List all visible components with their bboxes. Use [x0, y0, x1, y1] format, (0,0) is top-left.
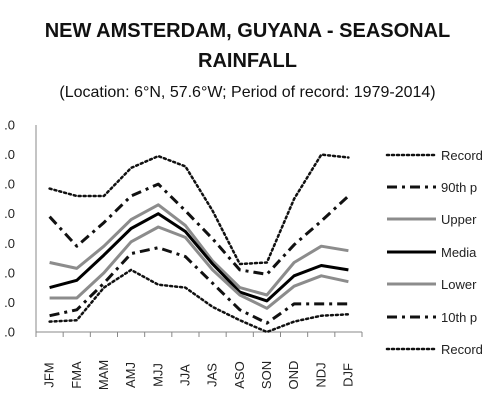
x-tick-label: AMJ — [123, 362, 138, 388]
x-tick-labels: JFM FMA MAM AMJ MJJ JJA JAS ASO SON OND NDJ DJF — [35, 332, 363, 390]
y-tick-label: .0 — [4, 177, 15, 192]
series-lines — [48, 153, 350, 334]
x-tick-label: JJA — [177, 364, 192, 386]
y-tick-label: .0 — [4, 206, 15, 221]
series-line-4 — [49, 212, 349, 303]
chart-subtitle: (Location: 6°N, 57.6°W; Period of record… — [59, 84, 436, 101]
x-tick-label: MJJ — [150, 363, 165, 387]
x-tick-label: SON — [259, 361, 274, 389]
x-tick-label: ASO — [232, 361, 247, 388]
legend-label: Media — [441, 245, 477, 260]
chart-title-line-1: NEW AMSTERDAM, GUYANA - SEASONAL — [44, 20, 451, 42]
series-line-1 — [48, 153, 350, 266]
series-line-5 — [49, 225, 349, 310]
legend-label: Record — [441, 342, 483, 357]
series-line-7 — [48, 268, 350, 334]
x-tick-label: FMA — [69, 361, 84, 389]
x-tick-label: MAM — [96, 360, 111, 390]
series-line-3 — [49, 203, 349, 297]
y-tick-label: .0 — [4, 265, 15, 280]
legend-label: 10th p — [441, 310, 477, 325]
legend-label: Record — [441, 148, 483, 163]
y-tick-label: .0 — [4, 147, 15, 162]
y-tick-label: .0 — [4, 295, 15, 310]
legend-label: Lower — [441, 277, 477, 292]
y-tick-label: .0 — [4, 236, 15, 251]
x-tick-label: OND — [286, 361, 301, 390]
series-line-6 — [49, 246, 349, 325]
legend-label: 90th p — [441, 180, 477, 195]
legend: Record 90th p Upper Media Lower 10th p Record — [385, 148, 483, 357]
x-tick-label: DJF — [340, 363, 355, 387]
x-tick-label: JAS — [205, 363, 220, 387]
legend-label: Upper — [441, 212, 477, 227]
y-tick-label: .0 — [4, 325, 15, 340]
x-tick-label: JFM — [42, 362, 57, 387]
y-tick-label: .0 — [4, 118, 15, 133]
chart-title: NEW AMSTERDAM, GUYANA - SEASONAL RAINFAL… — [0, 16, 495, 76]
x-tick-label: NDJ — [313, 362, 328, 387]
series-line-2 — [48, 182, 350, 276]
y-tick-labels: .0 .0 .0 .0 .0 .0 .0 .0 — [4, 118, 15, 340]
chart-title-line-2: RAINFALL — [198, 50, 297, 72]
